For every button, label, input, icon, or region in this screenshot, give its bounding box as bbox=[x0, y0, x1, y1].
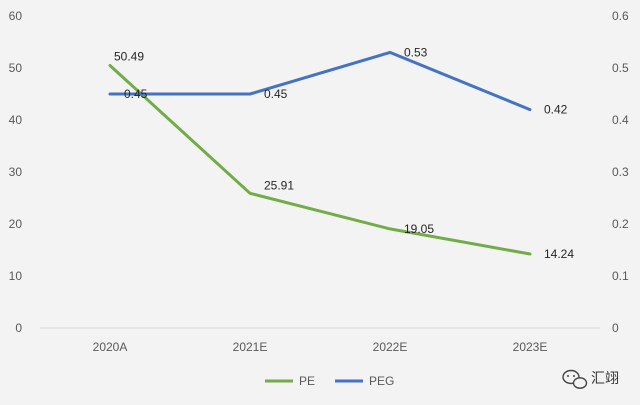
y-right-tick-label: 0.5 bbox=[612, 61, 629, 75]
y-right-tick-label: 0.2 bbox=[612, 217, 629, 231]
data-label-pe: 14.24 bbox=[544, 247, 574, 261]
series-layer: 50.49 25.91 19.05 14.24 0.45 0.45 0.53 0.42 bbox=[108, 45, 574, 261]
y-right-tick-label: 0.4 bbox=[612, 113, 629, 127]
x-axis-ticks: 2020A 2021E 2022E 2023E bbox=[93, 340, 548, 354]
y-left-tick-label: 50 bbox=[9, 61, 23, 75]
x-tick-label: 2021E bbox=[233, 340, 268, 354]
x-tick-label: 2022E bbox=[373, 340, 408, 354]
y-right-tick-label: 0.6 bbox=[612, 9, 629, 23]
series-line-pe bbox=[108, 64, 532, 256]
legend: PE PEG bbox=[265, 374, 394, 388]
data-label-peg: 0.45 bbox=[124, 87, 148, 101]
legend-label-pe: PE bbox=[299, 374, 315, 388]
y-right-tick-label: 0.3 bbox=[612, 165, 629, 179]
y-left-tick-label: 0 bbox=[15, 321, 22, 335]
data-label-pe: 25.91 bbox=[264, 178, 294, 192]
watermark-text: 汇翊 bbox=[591, 370, 619, 386]
y-left-tick-label: 10 bbox=[9, 269, 23, 283]
y-right-tick-label: 0.1 bbox=[612, 269, 629, 283]
y-left-tick-label: 20 bbox=[9, 217, 23, 231]
watermark: 汇翊 bbox=[562, 369, 619, 389]
legend-label-peg: PEG bbox=[369, 374, 394, 388]
data-label-pe: 19.05 bbox=[404, 222, 434, 236]
left-axis-ticks: 0 10 20 30 40 50 60 bbox=[9, 9, 23, 335]
y-left-tick-label: 30 bbox=[9, 165, 23, 179]
data-label-peg: 0.42 bbox=[544, 103, 568, 117]
series-line-peg bbox=[108, 50, 532, 112]
data-label-peg: 0.53 bbox=[404, 45, 428, 59]
y-left-tick-label: 60 bbox=[9, 9, 23, 23]
wechat-icon bbox=[562, 369, 588, 389]
data-label-peg: 0.45 bbox=[264, 87, 288, 101]
y-right-tick-label: 0 bbox=[612, 321, 619, 335]
data-label-pe: 50.49 bbox=[114, 49, 144, 63]
x-tick-label: 2023E bbox=[513, 340, 548, 354]
x-tick-label: 2020A bbox=[93, 340, 128, 354]
y-left-tick-label: 40 bbox=[9, 113, 23, 127]
right-axis-ticks: 0 0.1 0.2 0.3 0.4 0.5 0.6 bbox=[612, 9, 629, 335]
